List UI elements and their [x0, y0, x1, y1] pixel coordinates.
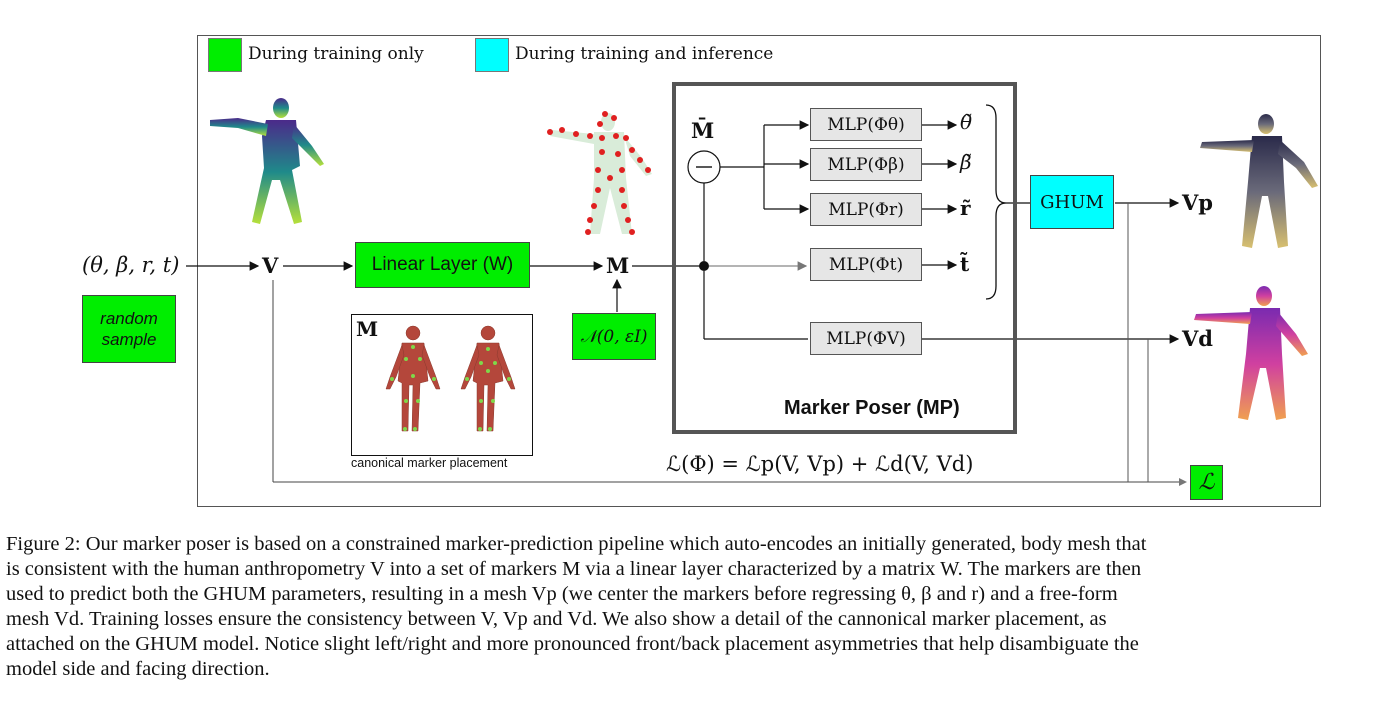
noise-label: 𝒩(0, εI)	[580, 326, 648, 347]
out-theta: θ̃	[960, 110, 973, 134]
legend-training-only: During training only	[248, 44, 424, 64]
caption-line: Figure 2: Our marker poser is based on a…	[6, 533, 1147, 555]
input-body-mesh	[210, 98, 324, 224]
legend-training-inference: During training and inference	[515, 44, 774, 64]
legend-cyan-swatch	[475, 38, 509, 72]
input-params: (θ, β, r, t)	[82, 253, 180, 277]
node-m: M	[606, 253, 630, 278]
caption-line: mesh Vd. Training losses ensure the cons…	[6, 608, 1107, 630]
node-vd: Vd	[1182, 326, 1213, 351]
marker-poser-label: Marker Poser (MP)	[784, 397, 960, 419]
caption-line: used to predict both the GHUM parameters…	[6, 583, 1118, 605]
marker-poser-box	[672, 82, 1017, 434]
ghum-box: GHUM	[1030, 175, 1114, 229]
random-sample-label: random sample	[100, 309, 158, 349]
mlp-r-box: MLP(Φr)	[810, 193, 922, 226]
loss-symbol: ℒ	[1198, 470, 1215, 495]
caption-line: is consistent with the human anthropomet…	[6, 558, 1142, 580]
random-sample-box: random sample	[82, 295, 176, 363]
marker-cloud	[547, 111, 652, 235]
loss-box: ℒ	[1190, 465, 1223, 500]
figure-caption: Figure 2: Our marker poser is based on a…	[6, 532, 1394, 682]
canonical-marker-panel: M canonical marker placement	[351, 314, 533, 470]
ghum-label: GHUM	[1040, 191, 1104, 213]
vp-body-mesh	[1200, 114, 1318, 248]
mlp-t-box: MLP(Φt)	[810, 248, 922, 281]
out-t: t̃	[960, 252, 970, 276]
mlp-r-label: MLP(Φr)	[828, 199, 904, 220]
node-v: V	[262, 253, 279, 278]
legend-green-swatch	[208, 38, 242, 72]
node-vp: Vp	[1182, 190, 1213, 215]
linear-layer-label: Linear Layer (W)	[371, 254, 514, 275]
mlp-theta-label: MLP(Φθ)	[827, 114, 905, 135]
canonical-marker-label: canonical marker placement	[351, 456, 508, 470]
mlp-v-box: MLP(ΦV)	[810, 322, 922, 355]
mlp-beta-box: MLP(Φβ)	[810, 148, 922, 181]
node-m-bar: M̄	[691, 118, 715, 143]
out-r: r̃	[960, 196, 971, 220]
caption-line: attached on the GHUM model. Notice sligh…	[6, 633, 1139, 655]
loss-equation: ℒ(Φ) = ℒp(V, Vp) + ℒd(V, Vd)	[666, 452, 974, 476]
canonical-body-figures	[385, 325, 516, 432]
mlp-v-label: MLP(ΦV)	[826, 328, 906, 349]
noise-box: 𝒩(0, εI)	[572, 313, 656, 360]
mlp-beta-label: MLP(Φβ)	[827, 154, 905, 175]
canonical-m-label: M	[356, 317, 379, 341]
mlp-theta-box: MLP(Φθ)	[810, 108, 922, 141]
vd-body-mesh	[1194, 286, 1308, 420]
out-beta: β̃	[960, 150, 972, 174]
diagram-frame	[197, 35, 1321, 507]
mlp-t-label: MLP(Φt)	[828, 254, 904, 275]
caption-line: model side and facing direction.	[6, 658, 270, 680]
linear-layer-box: Linear Layer (W)	[355, 242, 530, 288]
